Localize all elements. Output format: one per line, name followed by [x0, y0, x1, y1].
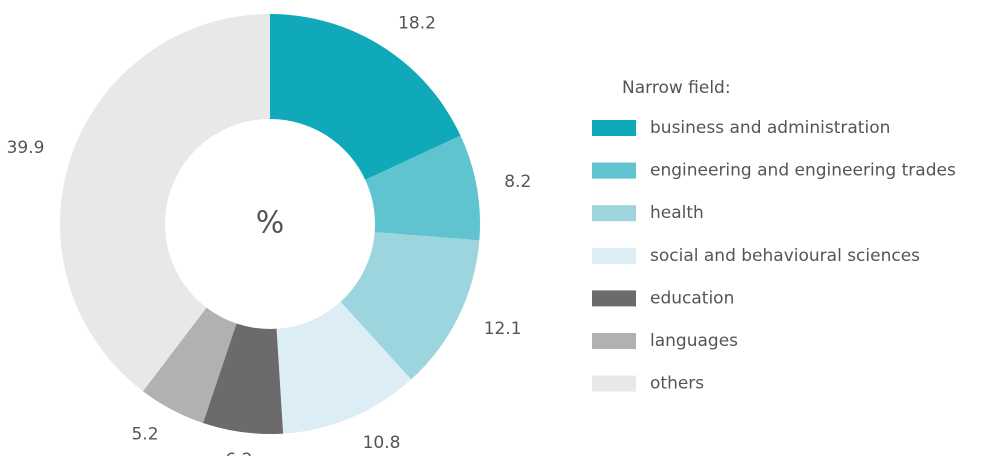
- legend-label: languages: [650, 331, 738, 351]
- donut-slice: [365, 135, 480, 241]
- legend-label: others: [650, 374, 704, 394]
- donut-slice: [340, 232, 480, 380]
- data-label: 5.2: [132, 424, 159, 444]
- data-label: 18.2: [398, 13, 436, 33]
- data-label: 39.9: [7, 138, 45, 158]
- center-label: %: [256, 206, 285, 241]
- data-label: 10.8: [363, 433, 401, 453]
- legend-swatch: [592, 120, 636, 136]
- data-label: 8.2: [504, 172, 531, 192]
- data-label: 12.1: [484, 319, 522, 339]
- donut-slice: [142, 307, 237, 424]
- legend-swatch: [592, 247, 636, 264]
- donut-slice: [276, 301, 412, 434]
- legend-label: health: [650, 203, 704, 223]
- legend-label: engineering and engineering trades: [650, 161, 956, 181]
- legend-swatch: [592, 333, 636, 349]
- donut-slice: [60, 14, 270, 392]
- donut-slice: [202, 323, 284, 434]
- legend-label: business and administration: [650, 118, 890, 138]
- legend-title: Narrow field:: [622, 78, 731, 98]
- legend-swatch: [592, 290, 636, 307]
- legend-swatch: [592, 375, 636, 392]
- donut-slice: [270, 14, 461, 180]
- legend-label: social and behavioural sciences: [650, 246, 920, 266]
- legend-swatch: [592, 162, 636, 179]
- data-label: 6.2: [225, 450, 252, 456]
- legend-label: education: [650, 288, 734, 308]
- legend-swatch: [592, 205, 636, 222]
